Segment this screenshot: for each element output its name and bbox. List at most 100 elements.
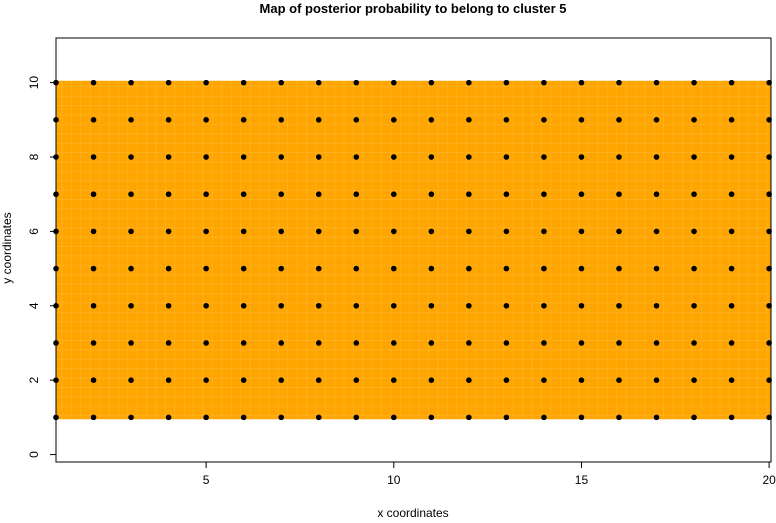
y-axis-label: y coordinates (0, 212, 14, 283)
data-point (240, 228, 247, 235)
data-point (616, 414, 622, 421)
data-point (128, 228, 134, 235)
data-point (90, 117, 97, 123)
data-point (128, 117, 134, 123)
data-point (90, 340, 97, 346)
data-point (278, 191, 284, 198)
data-point (616, 79, 622, 86)
data-point (128, 302, 134, 309)
heatmap-fill (56, 80, 771, 420)
data-point (653, 377, 660, 383)
data-point (728, 302, 735, 309)
data-point (691, 414, 697, 421)
data-point (503, 79, 510, 86)
x-tick-label: 20 (762, 473, 776, 487)
data-point (466, 302, 472, 309)
data-point (90, 377, 97, 383)
data-point (165, 191, 172, 198)
data-point (503, 302, 510, 309)
data-point (165, 414, 172, 421)
data-point (428, 414, 435, 421)
data-point (203, 265, 209, 272)
data-point (616, 117, 622, 123)
data-point (128, 191, 134, 198)
data-point (728, 79, 735, 86)
data-point (203, 154, 209, 160)
data-point (278, 79, 284, 86)
data-point (541, 414, 547, 421)
data-point (578, 302, 585, 309)
data-point (240, 265, 247, 272)
data-point (315, 414, 322, 421)
data-point (353, 414, 360, 421)
data-point (165, 302, 172, 309)
data-point (503, 265, 510, 272)
data-point (503, 117, 510, 123)
data-point (240, 414, 247, 421)
data-point (616, 377, 622, 383)
data-point (90, 191, 97, 198)
data-point (503, 414, 510, 421)
data-point (390, 79, 397, 86)
data-point (203, 191, 209, 198)
data-point (390, 302, 397, 309)
data-point (578, 414, 585, 421)
data-point (240, 302, 247, 309)
data-point (390, 377, 397, 383)
data-point (616, 228, 622, 235)
data-point (616, 191, 622, 198)
data-point (466, 191, 472, 198)
data-point (578, 154, 585, 160)
data-point (203, 117, 209, 123)
data-point (503, 228, 510, 235)
data-point (278, 154, 284, 160)
data-point (353, 79, 360, 86)
data-point (541, 340, 547, 346)
data-point (128, 340, 134, 346)
data-point (203, 414, 209, 421)
data-point (428, 340, 435, 346)
data-point (90, 79, 97, 86)
x-tick-label: 5 (203, 473, 210, 487)
data-point (578, 377, 585, 383)
data-point (428, 302, 435, 309)
data-point (428, 265, 435, 272)
data-point (466, 377, 472, 383)
data-point (165, 117, 172, 123)
y-tick-label: 10 (27, 76, 41, 90)
data-point (315, 340, 322, 346)
data-point (390, 340, 397, 346)
data-point (240, 191, 247, 198)
data-point (240, 117, 247, 123)
data-point (728, 377, 735, 383)
data-point (541, 377, 547, 383)
data-point (691, 340, 697, 346)
data-point (278, 340, 284, 346)
data-point (353, 154, 360, 160)
data-point (315, 302, 322, 309)
data-point (541, 191, 547, 198)
plot-frame (55, 37, 772, 463)
x-axis-label: x coordinates (377, 506, 448, 518)
data-point (90, 154, 97, 160)
data-point (653, 340, 660, 346)
data-point (390, 117, 397, 123)
data-point (653, 154, 660, 160)
data-point (278, 228, 284, 235)
data-point (541, 79, 547, 86)
data-point (541, 117, 547, 123)
data-point (691, 191, 697, 198)
data-point (503, 154, 510, 160)
data-point (128, 377, 134, 383)
data-point (165, 340, 172, 346)
data-point (278, 117, 284, 123)
data-point (278, 377, 284, 383)
data-point (353, 228, 360, 235)
y-tick-label: 4 (27, 302, 41, 309)
data-point (128, 154, 134, 160)
data-point (653, 228, 660, 235)
data-point (503, 377, 510, 383)
data-point (428, 154, 435, 160)
data-point (278, 302, 284, 309)
data-point (165, 154, 172, 160)
